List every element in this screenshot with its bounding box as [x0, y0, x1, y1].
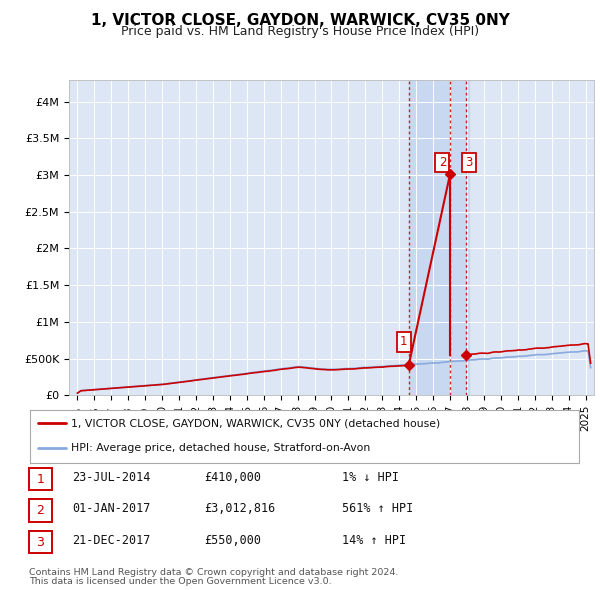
Text: Price paid vs. HM Land Registry's House Price Index (HPI): Price paid vs. HM Land Registry's House …: [121, 25, 479, 38]
Text: 1, VICTOR CLOSE, GAYDON, WARWICK, CV35 0NY (detached house): 1, VICTOR CLOSE, GAYDON, WARWICK, CV35 0…: [71, 418, 440, 428]
Text: This data is licensed under the Open Government Licence v3.0.: This data is licensed under the Open Gov…: [29, 578, 331, 586]
Text: 3: 3: [36, 536, 44, 549]
Text: HPI: Average price, detached house, Stratford-on-Avon: HPI: Average price, detached house, Stra…: [71, 443, 370, 453]
Text: £410,000: £410,000: [204, 471, 261, 484]
Text: 2: 2: [439, 156, 446, 169]
Text: £3,012,816: £3,012,816: [204, 502, 275, 515]
Text: Contains HM Land Registry data © Crown copyright and database right 2024.: Contains HM Land Registry data © Crown c…: [29, 568, 398, 577]
Text: 561% ↑ HPI: 561% ↑ HPI: [342, 502, 413, 515]
Text: 23-JUL-2014: 23-JUL-2014: [72, 471, 151, 484]
Text: 21-DEC-2017: 21-DEC-2017: [72, 534, 151, 547]
Text: 1: 1: [400, 335, 407, 348]
Text: 1: 1: [36, 473, 44, 486]
Text: 2: 2: [36, 504, 44, 517]
Text: 01-JAN-2017: 01-JAN-2017: [72, 502, 151, 515]
Text: 14% ↑ HPI: 14% ↑ HPI: [342, 534, 406, 547]
Text: 1% ↓ HPI: 1% ↓ HPI: [342, 471, 399, 484]
Text: £550,000: £550,000: [204, 534, 261, 547]
Bar: [409, 80, 469, 395]
Text: 3: 3: [466, 156, 473, 169]
Text: 1, VICTOR CLOSE, GAYDON, WARWICK, CV35 0NY: 1, VICTOR CLOSE, GAYDON, WARWICK, CV35 0…: [91, 13, 509, 28]
